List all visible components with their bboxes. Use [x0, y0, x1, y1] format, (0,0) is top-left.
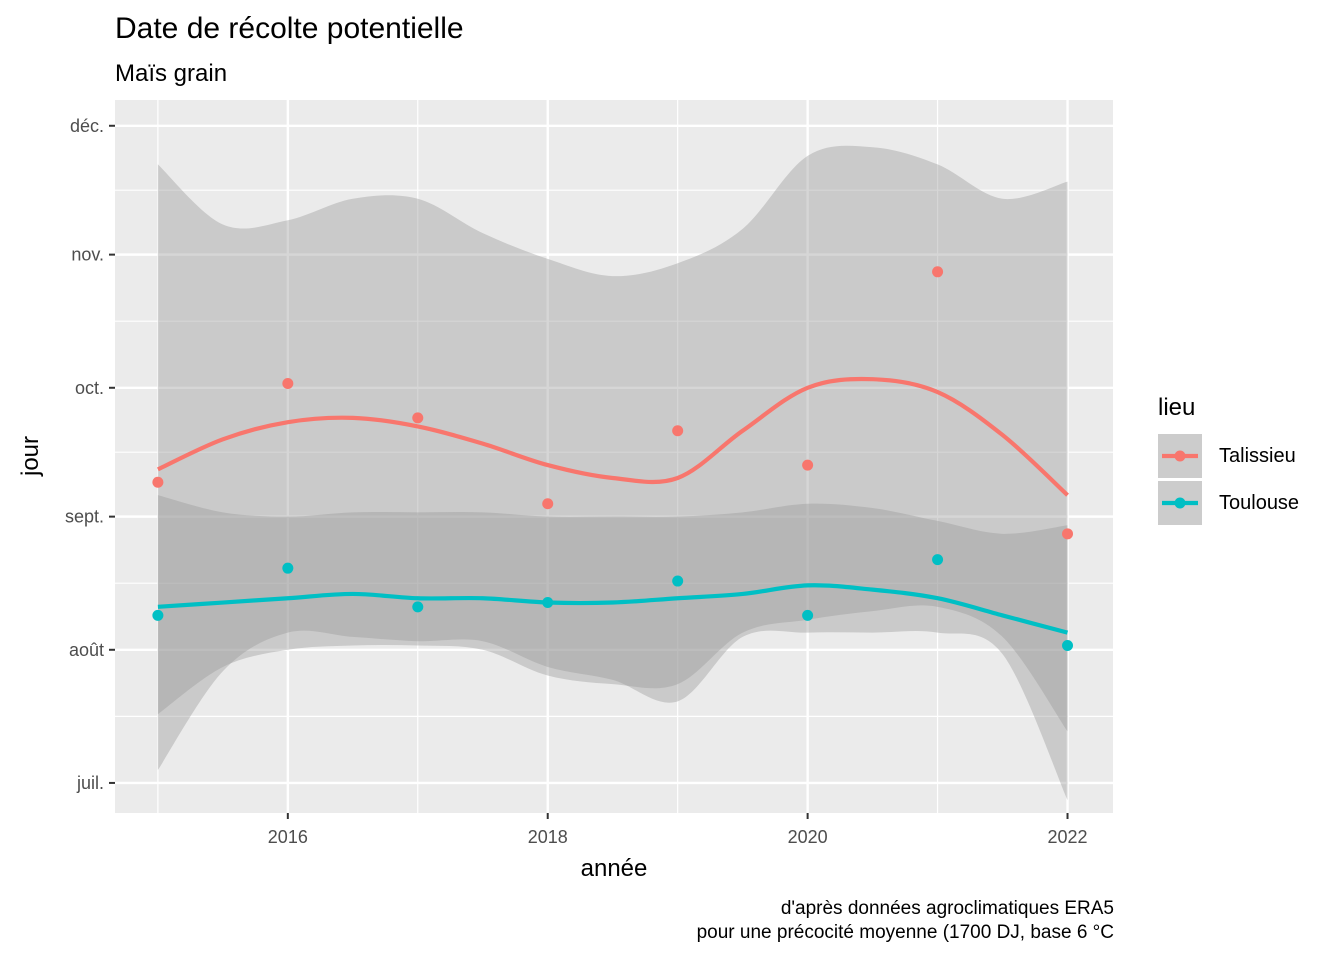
x-tick-label: 2018 — [528, 827, 568, 847]
x-tick-label: 2022 — [1047, 827, 1087, 847]
caption-line-1: d'après données agroclimatiques ERA5 — [780, 898, 1114, 919]
legend-key-point-talissieu — [1174, 450, 1186, 462]
data-point-talissieu — [802, 459, 814, 471]
smooth-line-talissieu — [157, 376, 1069, 497]
data-point-toulouse — [282, 562, 294, 574]
y-tick-label: juil. — [76, 773, 104, 793]
y-tick-label: oct. — [75, 378, 104, 398]
grid-minor — [115, 100, 1113, 813]
x-tick-label: 2020 — [788, 827, 828, 847]
y-axis-title: jour — [17, 436, 44, 477]
legend-title: lieu — [1158, 394, 1196, 421]
chart-title: Date de récolte potentielle — [115, 12, 464, 45]
data-point-talissieu — [412, 412, 424, 424]
data-point-talissieu — [152, 476, 164, 488]
smooth-lines — [157, 376, 1069, 635]
data-point-toulouse — [932, 554, 944, 566]
data-point-talissieu — [542, 498, 554, 510]
legend-keys — [1158, 434, 1202, 525]
x-axis: 2016 2018 2020 2022 — [268, 813, 1088, 847]
y-tick-label: nov. — [71, 245, 104, 265]
data-point-toulouse — [672, 575, 684, 587]
plot-panel — [115, 100, 1113, 813]
data-point-toulouse — [412, 601, 424, 613]
chart-subtitle: Maïs grain — [115, 60, 228, 87]
confidence-bands — [157, 145, 1068, 801]
y-axis: juil. août sept. oct. nov. déc. — [65, 116, 115, 793]
confidence-band-talissieu — [157, 145, 1068, 801]
grid-major — [115, 100, 1113, 813]
legend-key-point-toulouse — [1174, 497, 1186, 509]
data-point-talissieu — [672, 425, 684, 437]
data-point-talissieu — [932, 266, 944, 278]
caption-line-2: pour une précocité moyenne (1700 DJ, bas… — [696, 922, 1114, 943]
confidence-band-toulouse — [157, 495, 1068, 732]
data-points — [152, 266, 1074, 651]
data-point-toulouse — [152, 609, 164, 621]
x-tick-label: 2016 — [268, 827, 308, 847]
data-point-toulouse — [1062, 639, 1074, 651]
y-tick-label: août — [69, 640, 104, 660]
data-point-talissieu — [1062, 528, 1074, 540]
legend-label-talissieu: Talissieu — [1219, 445, 1296, 467]
y-tick-label: déc. — [70, 116, 104, 136]
data-point-talissieu — [282, 377, 294, 389]
smooth-line-toulouse — [157, 583, 1069, 635]
data-point-toulouse — [802, 609, 814, 621]
legend-label-toulouse: Toulouse — [1219, 492, 1300, 514]
y-tick-label: sept. — [65, 507, 104, 527]
x-axis-title: année — [581, 855, 648, 882]
data-point-toulouse — [542, 597, 554, 609]
